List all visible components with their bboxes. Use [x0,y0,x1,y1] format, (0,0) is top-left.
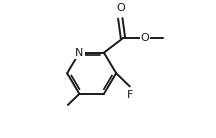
Text: O: O [140,33,149,43]
Text: F: F [127,90,133,100]
Text: O: O [116,3,125,13]
Text: N: N [75,48,84,58]
